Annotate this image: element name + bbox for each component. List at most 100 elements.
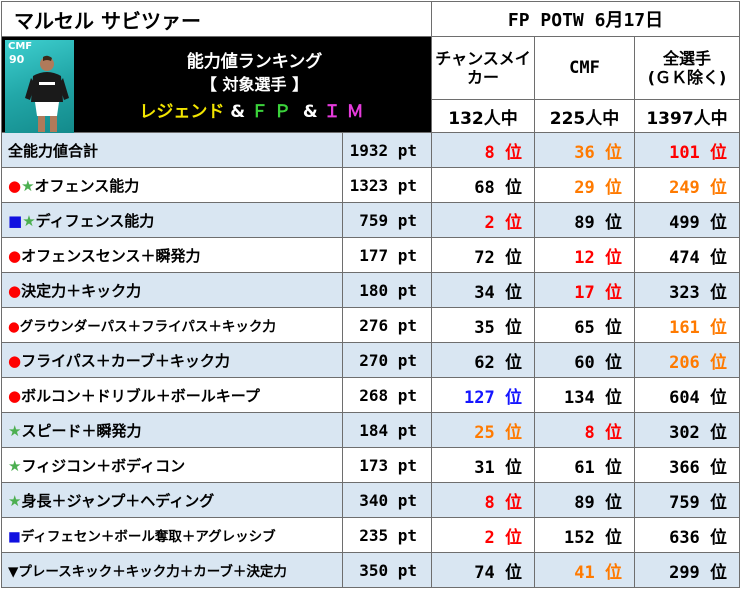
stat-name: ディフェンス能力 bbox=[35, 211, 155, 230]
stat-label: ▼プレースキック＋キック力＋カーブ＋決定力 bbox=[1, 552, 343, 588]
player-name: マルセル サビツァー bbox=[1, 1, 432, 37]
rank-cmf: 134 位 bbox=[534, 377, 635, 413]
banner-categories: レジェンド & ＦＰ & ＩＭ bbox=[78, 97, 431, 122]
stat-name: グラウンダーパス＋フライパス＋キック力 bbox=[19, 319, 276, 335]
rank-chancemaker: 25 位 bbox=[431, 412, 535, 448]
blue-square-icon: ■ bbox=[8, 211, 23, 230]
rank-chancemaker: 8 位 bbox=[431, 482, 535, 518]
rank-cmf: 17 位 bbox=[534, 272, 635, 308]
category-fp: ＦＰ bbox=[251, 102, 297, 122]
stat-label: ★スピード＋瞬発力 bbox=[1, 412, 343, 448]
banner-text: 能力値ランキング 【 対象選手 】 レジェンド & ＦＰ & ＩＭ bbox=[78, 37, 431, 132]
triangle-down-icon: ▼ bbox=[8, 564, 19, 580]
count-cmf: 225人中 bbox=[534, 99, 635, 133]
ranking-row: ★フィジコン＋ボディコン 173 pt 31 位 61 位 366 位 bbox=[1, 447, 740, 483]
ranking-row: ●決定力＋キック力 180 pt 34 位 17 位 323 位 bbox=[1, 272, 740, 308]
rank-chancemaker: 35 位 bbox=[431, 307, 535, 343]
stat-points: 1323 pt bbox=[342, 167, 432, 203]
stat-name: ボルコン＋ドリブル＋ボールキープ bbox=[21, 386, 260, 405]
stat-points: 184 pt bbox=[342, 412, 432, 448]
col-header-line: カー bbox=[466, 68, 499, 87]
ranking-row: ●フライパス＋カーブ＋キック力 270 pt 62 位 60 位 206 位 bbox=[1, 342, 740, 378]
rank-all: 161 位 bbox=[633, 307, 740, 343]
col-header-cmf: CMF bbox=[534, 36, 635, 100]
rank-all: 249 位 bbox=[633, 167, 740, 203]
stat-label: ●ボルコン＋ドリブル＋ボールキープ bbox=[1, 377, 343, 413]
rank-all: 759 位 bbox=[633, 482, 740, 518]
rank-all: 302 位 bbox=[633, 412, 740, 448]
rank-cmf: 61 位 bbox=[534, 447, 635, 483]
rank-all: 604 位 bbox=[633, 377, 740, 413]
stat-label: ★フィジコン＋ボディコン bbox=[1, 447, 343, 483]
stat-points: 268 pt bbox=[342, 377, 432, 413]
rank-all: 206 位 bbox=[633, 342, 740, 378]
stat-name: ディフェセン＋ボール奪取＋アグレッシブ bbox=[20, 529, 276, 545]
rank-cmf: 89 位 bbox=[534, 482, 635, 518]
stat-name: オフェンスセンス＋瞬発力 bbox=[21, 246, 201, 265]
rank-chancemaker: 31 位 bbox=[431, 447, 535, 483]
rank-chancemaker: 72 位 bbox=[431, 237, 535, 273]
stat-points: 759 pt bbox=[342, 202, 432, 238]
rank-all: 636 位 bbox=[633, 517, 740, 553]
stat-points: 235 pt bbox=[342, 517, 432, 553]
ranking-row: 全能力値合計 1932 pt 8 位 36 位 101 位 bbox=[1, 132, 740, 168]
rank-cmf: 152 位 bbox=[534, 517, 635, 553]
player-photo-icon bbox=[25, 55, 69, 132]
rank-cmf: 89 位 bbox=[534, 202, 635, 238]
ranking-row: ●ボルコン＋ドリブル＋ボールキープ 268 pt 127 位 134 位 604 位 bbox=[1, 377, 740, 413]
player-card: CMF 90 bbox=[5, 40, 74, 133]
separator: & bbox=[297, 102, 324, 122]
red-circle-icon: ● bbox=[8, 281, 22, 300]
rank-cmf: 8 位 bbox=[534, 412, 635, 448]
rank-cmf: 41 位 bbox=[534, 552, 635, 588]
stat-label: ■★ディフェンス能力 bbox=[1, 202, 343, 238]
stat-name: 身長＋ジャンプ＋ヘディング bbox=[21, 491, 215, 510]
stat-points: 270 pt bbox=[342, 342, 432, 378]
rank-all: 323 位 bbox=[633, 272, 740, 308]
banner-title: 能力値ランキング bbox=[186, 52, 323, 72]
stat-label: ●フライパス＋カーブ＋キック力 bbox=[1, 342, 343, 378]
stat-points: 276 pt bbox=[342, 307, 432, 343]
rank-chancemaker: 74 位 bbox=[431, 552, 535, 588]
ranking-row: ●★オフェンス能力 1323 pt 68 位 29 位 249 位 bbox=[1, 167, 740, 203]
red-circle-icon: ● bbox=[8, 351, 22, 370]
stat-points: 350 pt bbox=[342, 552, 432, 588]
stat-points: 180 pt bbox=[342, 272, 432, 308]
col-header-chancemaker: チャンスメイ カー bbox=[431, 36, 535, 100]
rank-chancemaker: 62 位 bbox=[431, 342, 535, 378]
count-all: 1397人中 bbox=[633, 99, 740, 133]
card-position: CMF bbox=[8, 41, 33, 52]
stat-label: ●グラウンダーパス＋フライパス＋キック力 bbox=[1, 307, 343, 343]
star-icon: ★ bbox=[8, 456, 22, 475]
stat-name: スピード＋瞬発力 bbox=[21, 421, 142, 440]
ranking-row: ●グラウンダーパス＋フライパス＋キック力 276 pt 35 位 65 位 161 位 bbox=[1, 307, 740, 343]
stat-label: ★身長＋ジャンプ＋ヘディング bbox=[1, 482, 343, 518]
blue-square-icon: ■ bbox=[8, 529, 21, 545]
rank-chancemaker: 127 位 bbox=[431, 377, 535, 413]
rank-all: 299 位 bbox=[633, 552, 740, 588]
ranking-row: ■★ディフェンス能力 759 pt 2 位 89 位 499 位 bbox=[1, 202, 740, 238]
col-header-line: チャンスメイ bbox=[435, 49, 531, 68]
ranking-banner: CMF 90 能力値ランキング bbox=[1, 36, 432, 133]
event-title: FP POTW 6月17日 bbox=[430, 1, 740, 37]
stat-label: ●★オフェンス能力 bbox=[1, 167, 343, 203]
stat-points: 1932 pt bbox=[342, 132, 432, 168]
star-icon: ★ bbox=[8, 491, 22, 510]
stat-name: 決定力＋キック力 bbox=[21, 281, 142, 300]
ranking-row: ▼プレースキック＋キック力＋カーブ＋決定力 350 pt 74 位 41 位 299 位 bbox=[1, 552, 740, 588]
category-legend: レジェンド bbox=[139, 102, 225, 122]
rank-all: 474 位 bbox=[633, 237, 740, 273]
rank-all: 101 位 bbox=[633, 132, 740, 168]
red-circle-icon: ● bbox=[8, 176, 22, 195]
col-header-line: (ＧＫ除く) bbox=[647, 68, 727, 87]
stat-name: フィジコン＋ボディコン bbox=[21, 456, 186, 475]
stat-name: フライパス＋カーブ＋キック力 bbox=[21, 351, 230, 370]
rank-chancemaker: 68 位 bbox=[431, 167, 535, 203]
red-circle-icon: ● bbox=[8, 386, 22, 405]
star-icon: ★ bbox=[22, 211, 36, 230]
count-chancemaker: 132人中 bbox=[431, 99, 535, 133]
ranking-rows: 全能力値合計 1932 pt 8 位 36 位 101 位 ●★オフェンス能力 1323 p… bbox=[1, 132, 740, 588]
rank-all: 499 位 bbox=[633, 202, 740, 238]
star-icon: ★ bbox=[21, 176, 35, 195]
